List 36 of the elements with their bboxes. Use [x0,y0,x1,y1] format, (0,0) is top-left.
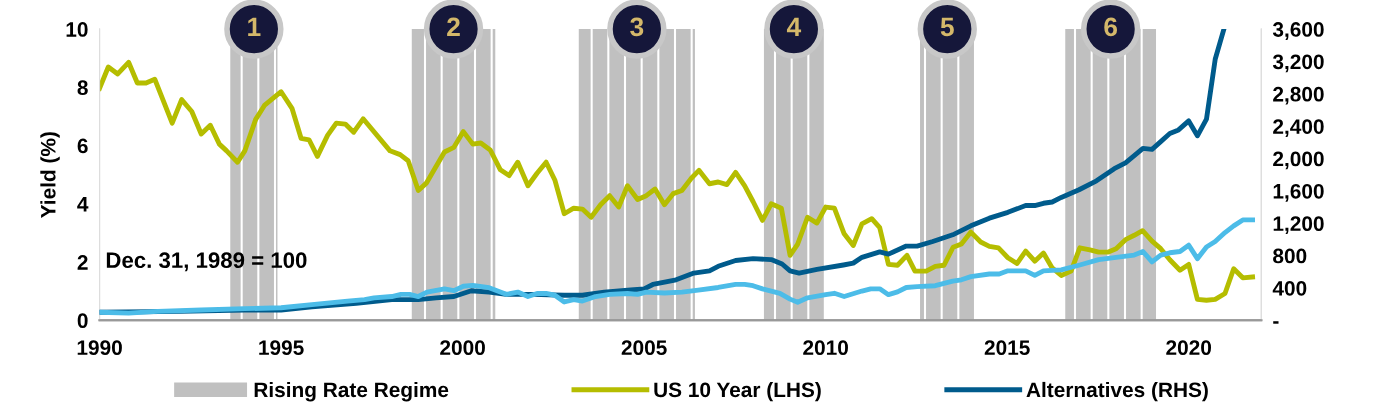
band-label: 1 [248,17,261,36]
x-tick-label: 2005 [621,340,667,356]
line-series [99,217,1256,316]
y2-tick-label: 2,000 [1273,151,1324,170]
band-label: 3 [630,17,644,37]
x-tick-label: 2000 [440,340,485,356]
y2-tick-label: 400 [1272,280,1307,296]
legend-label: US 10 Year (LHS) [654,381,821,402]
x-tick-label: 2010 [803,340,848,356]
x-tick-label: 1995 [259,340,304,356]
y-tick-label: 6 [77,138,88,154]
y-tick-label: 4 [77,197,89,212]
y2-tick-label: 1,600 [1273,183,1324,202]
annotation: Dec. 31, 1989 = 100 [106,252,307,272]
band-label: 5 [940,17,954,37]
y-tick-label: 10 [66,22,88,37]
y2-tick-label: 2,400 [1273,119,1324,137]
x-tick-label: 2015 [984,340,1030,356]
band-label: 4 [786,17,802,36]
y2-tick-label: - [1273,321,1279,324]
band-label: 2 [447,17,460,36]
y2-tick-label: 3,200 [1272,54,1324,73]
y-tick-label: 0 [77,313,88,329]
band-label: 6 [1104,17,1118,37]
line-series [99,59,1256,303]
y-tick-label: 2 [77,255,88,270]
y2-tick-label: 3,600 [1272,22,1324,40]
y2-tick-label: 2,800 [1273,86,1324,105]
y2-tick-label: 800 [1273,248,1307,264]
legend-label: Alternatives (RHS) [1026,381,1208,402]
text: Rising Rate Regime [254,381,449,402]
y-tick-label: 8 [77,80,88,96]
x-tick-label: 2020 [1166,340,1212,356]
y2-tick-label: 1,200 [1273,216,1324,235]
x-tick-label: 1990 [77,340,122,356]
y-axis-title: Yield (%) [40,132,60,218]
